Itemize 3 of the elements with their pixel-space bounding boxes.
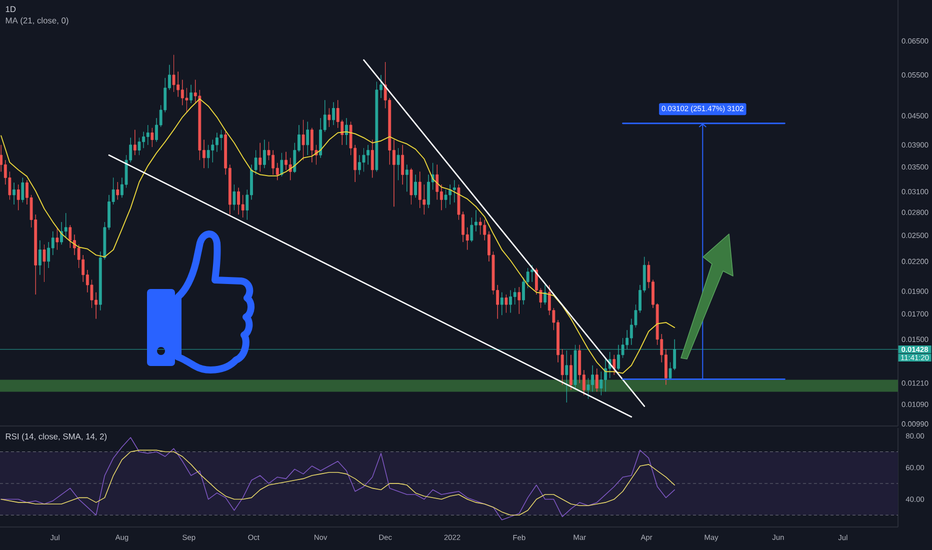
text: 1D [6,6,16,12]
text: RSI (14, close, SMA, 14, 2) [6,433,107,442]
text: MA (21, close, 0) [6,17,68,26]
